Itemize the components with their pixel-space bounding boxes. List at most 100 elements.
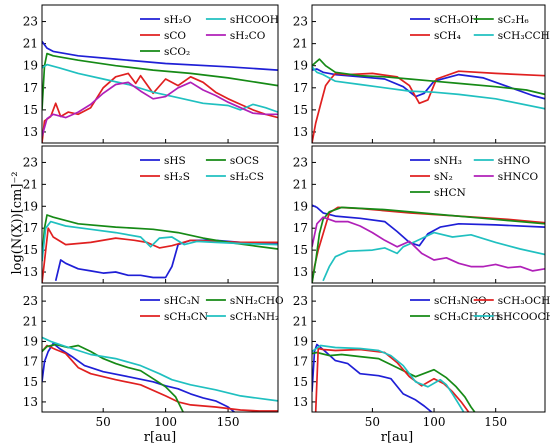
y-tick-label: 17	[293, 81, 308, 95]
series-line	[312, 66, 545, 110]
y-tick-label: 17	[23, 81, 38, 95]
series-line	[42, 40, 278, 71]
y-tick-label: 17	[293, 221, 308, 235]
series-line	[312, 204, 545, 247]
y-tick-label: 21	[293, 314, 308, 328]
legend-label: sCH₃OH	[434, 14, 479, 26]
y-tick-label: 23	[293, 15, 308, 29]
legend-label: sHCOOH	[230, 14, 279, 26]
legend-label: sHCN	[434, 187, 466, 199]
legend-label: sH₂CO	[230, 30, 266, 42]
legend-label: sOCS	[230, 155, 259, 167]
legend-label: sCH₃CH₂OH	[434, 311, 500, 323]
legend-label: sCH₃CCH	[498, 30, 550, 42]
legend-label: sCH₃OCH₃	[498, 295, 550, 307]
legend-label: sH₂CS	[230, 171, 264, 183]
series-line	[312, 70, 545, 143]
plot-frame	[311, 4, 546, 144]
y-tick-label: 15	[293, 375, 308, 389]
y-tick-label: 17	[23, 221, 38, 235]
y-tick-label: 15	[293, 103, 308, 117]
panel-middle-left: 13 15 17 19 21 23 sHS sH₂S sOCS sH₂CS	[23, 145, 279, 284]
y-tick-label: 15	[293, 243, 308, 257]
legend-label: sH₂S	[164, 171, 190, 183]
y-tick-label: 23	[23, 155, 38, 169]
x-tick-label: 150	[217, 415, 240, 429]
series-line	[42, 220, 278, 262]
legend-label: sCO₂	[164, 46, 190, 58]
x-tick-label: 100	[154, 415, 177, 429]
y-tick-label: 19	[293, 59, 308, 73]
y-tick-label: 19	[23, 334, 38, 348]
panel-bottom-right: 13 15 17 19 21 23 50 100 150 sCH₃NCO sCH₃CH₂OH sCH₃…	[293, 285, 550, 429]
panel-top-left: 13 15 17 19 21 23 sH₂O sCO sCO₂ sHCOOH sH₂CO	[23, 4, 279, 144]
plot-frame	[311, 285, 546, 413]
series-line	[312, 206, 545, 283]
series-line	[312, 344, 465, 412]
series-line	[312, 206, 545, 283]
series-line	[42, 336, 278, 402]
legend-label: sHC₃N	[164, 295, 200, 307]
legend-label: sNH₃	[434, 155, 462, 167]
series-line	[42, 52, 278, 110]
x-axis-label-left: r[au]	[144, 430, 176, 445]
panel-middle-right: 13 15 17 19 21 23 sNH₃ sN₂ sHCN sHNO sHNCO	[293, 145, 546, 284]
legend-label: sCH₄	[434, 30, 461, 42]
y-tick-label: 23	[23, 294, 38, 308]
series-line	[42, 344, 278, 412]
panel-bottom-left: 13 15 17 19 21 23 50 100 150 sHC₃N sCH₃CN sNH₂CHO sC…	[23, 285, 284, 429]
legend-label: sC₂H₆	[498, 14, 529, 26]
y-tick-label: 21	[293, 37, 308, 51]
y-tick-label: 21	[23, 37, 38, 51]
y-tick-label: 13	[293, 395, 308, 409]
y-tick-label: 19	[23, 199, 38, 213]
legend-label: sN₂	[434, 171, 453, 183]
legend-label: sCH₃NH₂	[230, 311, 279, 323]
x-tick-label: 100	[423, 415, 446, 429]
y-axis-label: log(N(X))[cm]⁻²	[10, 171, 25, 274]
legend-label: sCO	[164, 30, 186, 42]
y-tick-label: 17	[293, 355, 308, 369]
series-line	[42, 227, 278, 283]
y-tick-label: 19	[293, 334, 308, 348]
y-tick-label: 19	[23, 59, 38, 73]
series-line	[42, 343, 184, 412]
x-tick-label: 50	[96, 415, 111, 429]
panels-group: 13 15 17 19 21 23 sH₂O sCO sCO₂ sHCOOH sH₂CO 13 15 17…	[23, 4, 550, 429]
x-axis-label-right: r[au]	[381, 430, 413, 445]
legend-label: sHNO	[498, 155, 531, 167]
y-tick-label: 13	[23, 395, 38, 409]
x-tick-label: 150	[484, 415, 507, 429]
y-tick-label: 15	[23, 103, 38, 117]
legend-label: sHCOOCH₃	[498, 311, 550, 323]
plot-frame	[41, 145, 279, 284]
legend-label: sCH₃CN	[164, 311, 208, 323]
x-tick-label: 50	[365, 415, 380, 429]
plot-frame	[41, 4, 279, 144]
series-line	[322, 231, 545, 282]
series-line	[312, 216, 545, 272]
y-tick-label: 13	[293, 125, 308, 139]
y-tick-label: 13	[23, 265, 38, 279]
series-line	[312, 58, 545, 96]
panel-top-right: 13 15 17 19 21 23 sCH₃OH sCH₄ sC₂H₆ sCH₃CCH	[293, 4, 550, 144]
series-line	[42, 72, 278, 143]
y-tick-label: 13	[293, 265, 308, 279]
series-line	[312, 343, 433, 412]
legend-label: sH₂O	[164, 14, 192, 26]
plot-frame	[311, 145, 546, 284]
y-tick-label: 23	[293, 294, 308, 308]
y-tick-label: 23	[293, 155, 308, 169]
legend-label: sCH₃NCO	[434, 295, 487, 307]
series-line	[42, 81, 278, 137]
legend-label: sHS	[164, 155, 186, 167]
series-line	[42, 342, 235, 412]
legend-label: sHNCO	[498, 171, 539, 183]
y-tick-label: 15	[23, 243, 38, 257]
legend-label: sNH₂CHO	[230, 295, 284, 307]
y-tick-label: 13	[23, 125, 38, 139]
y-tick-label: 21	[23, 177, 38, 191]
plot-frame	[41, 285, 279, 413]
y-tick-label: 21	[293, 177, 308, 191]
